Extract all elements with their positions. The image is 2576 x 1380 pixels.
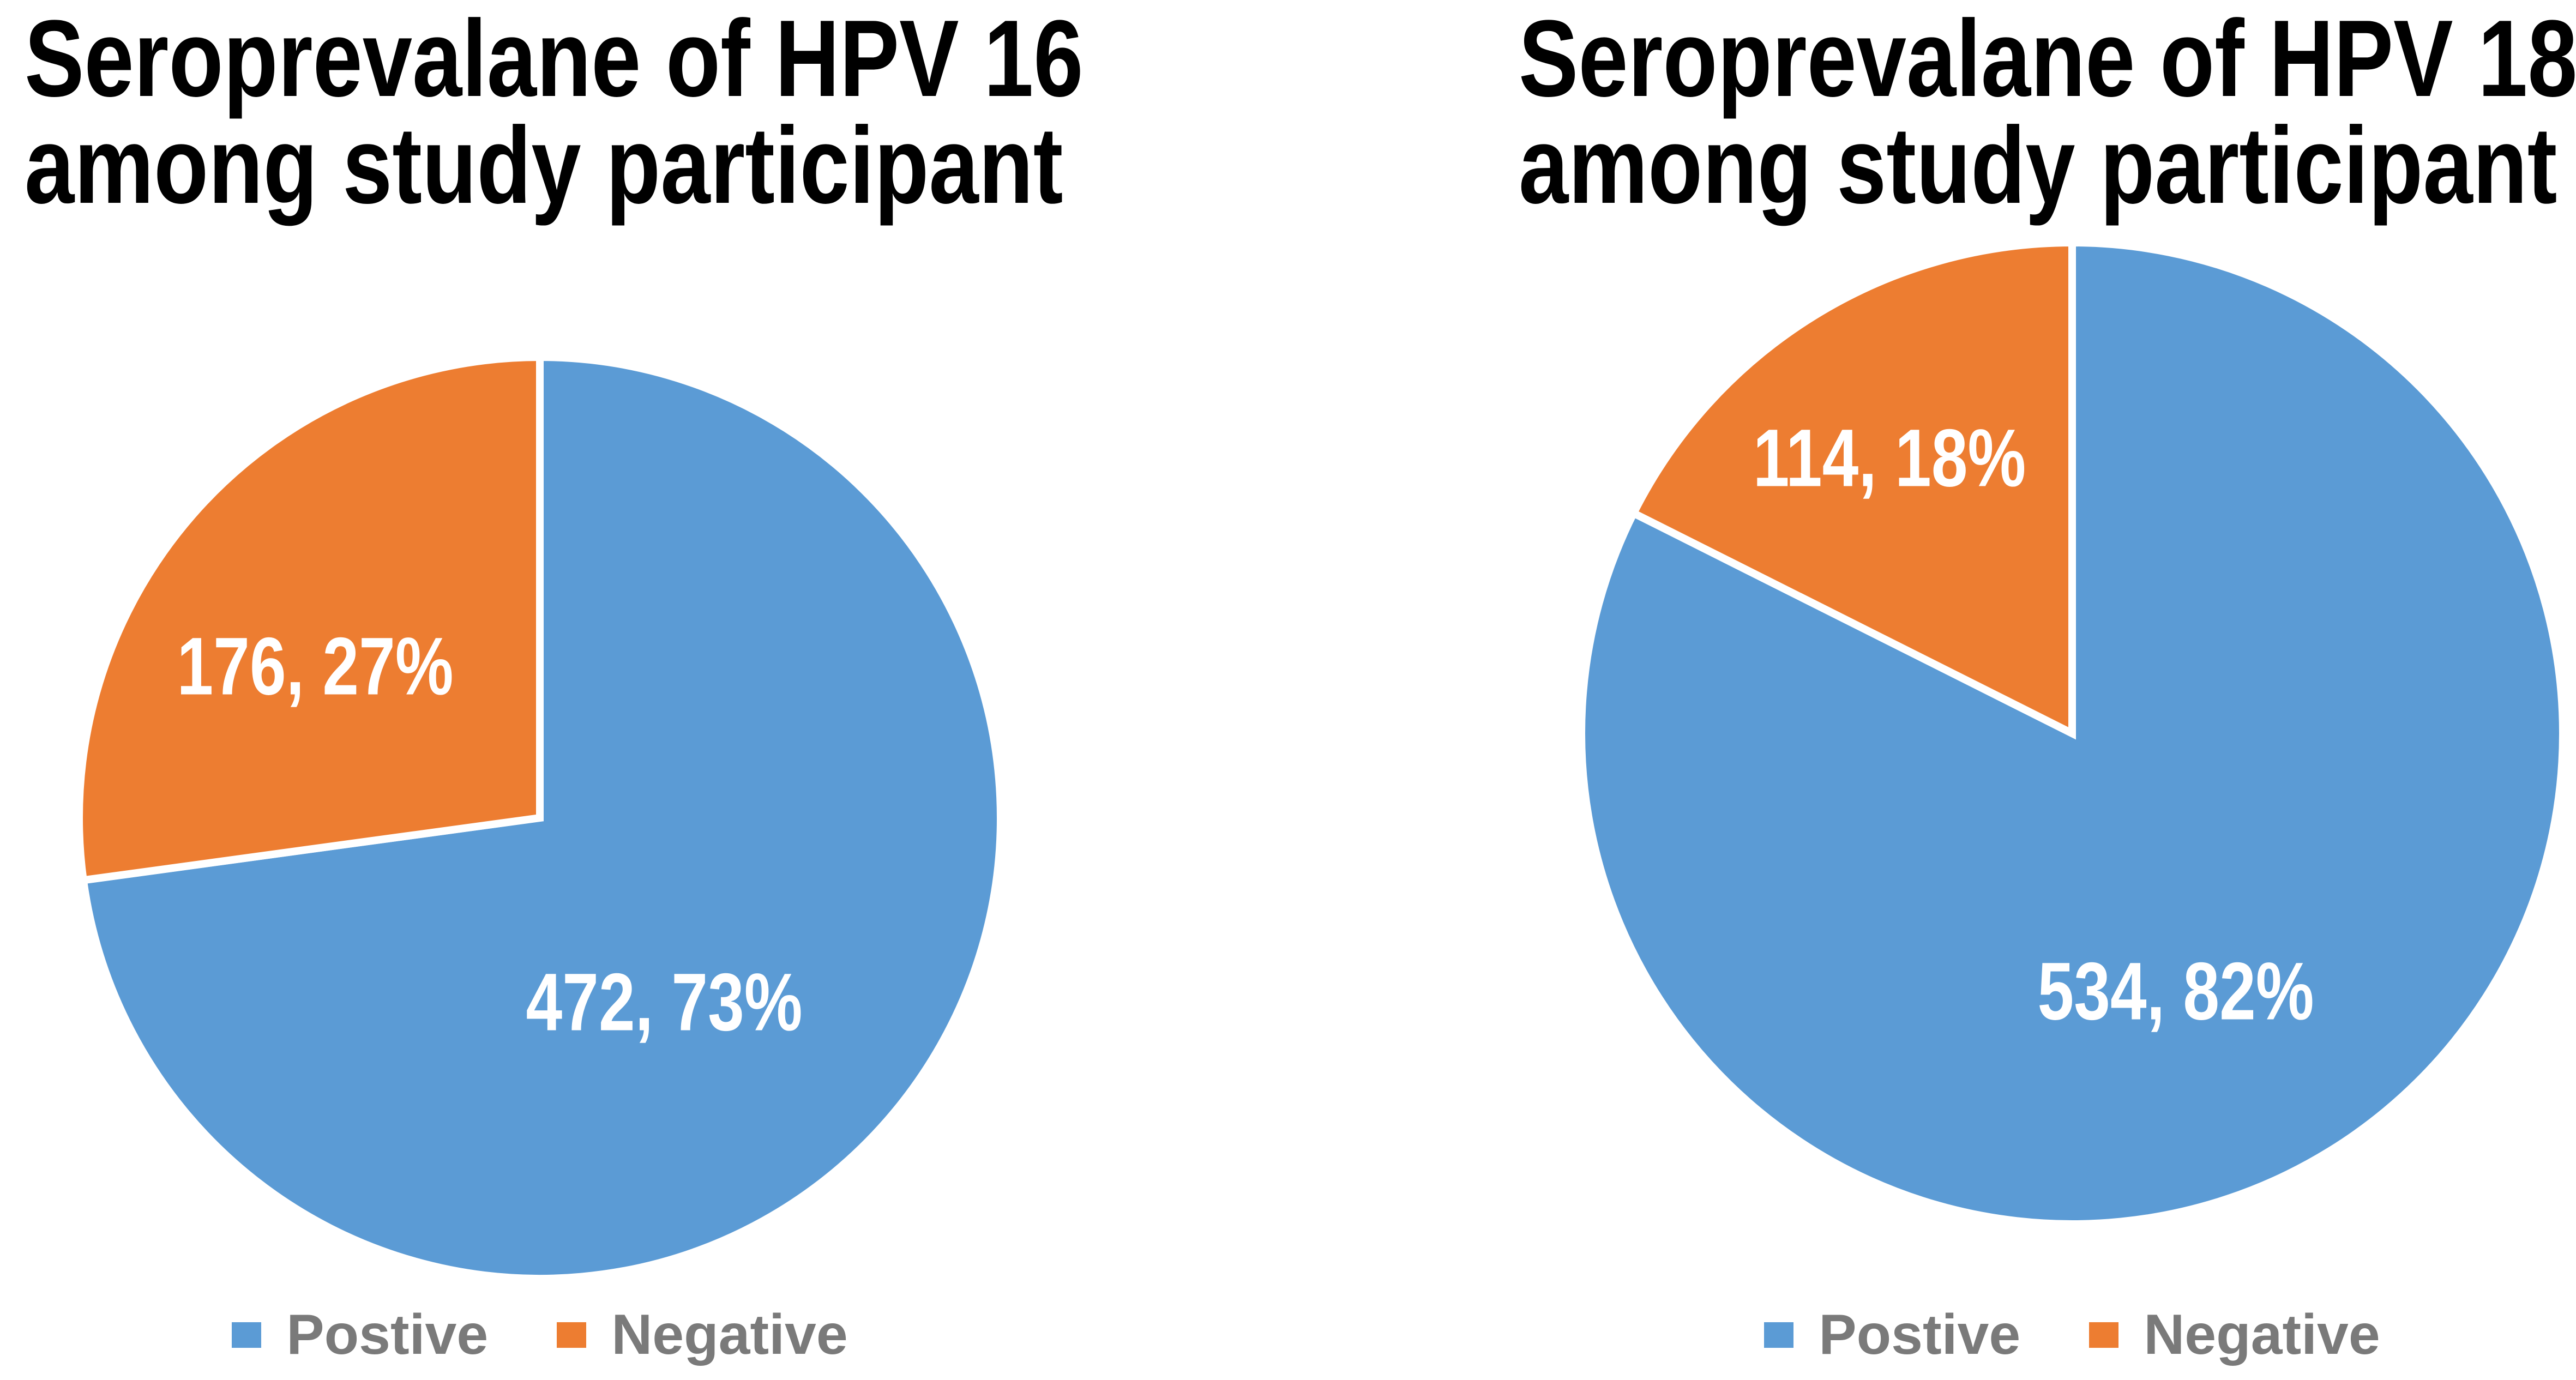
pie-slice-postive (1578, 238, 2567, 1228)
hpv16-negative-data-label: 176, 27% (177, 619, 453, 714)
hpv16-positive-data-label: 472, 73% (526, 955, 802, 1050)
legend-item-negative: Negative (557, 1303, 848, 1367)
positive-color-swatch-icon (1764, 1322, 1794, 1348)
chart-title-line2: among study participant (1519, 105, 2557, 226)
legend-label-positive: Postive (1819, 1303, 2021, 1366)
legend-label-negative: Negative (2144, 1303, 2380, 1366)
legend-item-negative: Negative (2089, 1303, 2380, 1367)
legend-label-negative: Negative (611, 1303, 848, 1366)
hpv18-pie-chart (1578, 238, 2567, 1228)
legend-item-positive: Postive (1764, 1303, 2020, 1367)
positive-color-swatch-icon (232, 1322, 262, 1348)
chart-title-line2: among study participant (25, 105, 1063, 226)
pie-slice-negative (1628, 238, 2076, 740)
data-label-text: 176, 27% (177, 620, 454, 712)
chart-title-hpv18: Seroprevalane of HPV 18 among study part… (1519, 0, 2576, 226)
legend-label-positive: Postive (286, 1303, 489, 1366)
legend-item-positive: Postive (232, 1303, 488, 1367)
pie-slice-negative (75, 353, 544, 885)
hpv18-legend: Postive Negative (1574, 1300, 2571, 1369)
data-label-text: 534, 82% (2037, 945, 2314, 1037)
data-label-text: 114, 18% (1753, 412, 2026, 504)
negative-color-swatch-icon (557, 1322, 587, 1348)
chart-title-line1: Seroprevalane of HPV 18 (1519, 0, 2576, 119)
hpv16-legend: Postive Negative (71, 1300, 1008, 1369)
chart-title-hpv16: Seroprevalane of HPV 16 among study part… (25, 0, 1084, 226)
hpv16-pie-chart (75, 353, 1004, 1282)
hpv18-negative-data-label: 114, 18% (1753, 411, 2026, 505)
data-label-text: 472, 73% (526, 956, 803, 1048)
negative-color-swatch-icon (2089, 1322, 2119, 1348)
chart-title-line1: Seroprevalane of HPV 16 (25, 0, 1084, 119)
hpv18-positive-data-label: 534, 82% (2037, 944, 2314, 1039)
